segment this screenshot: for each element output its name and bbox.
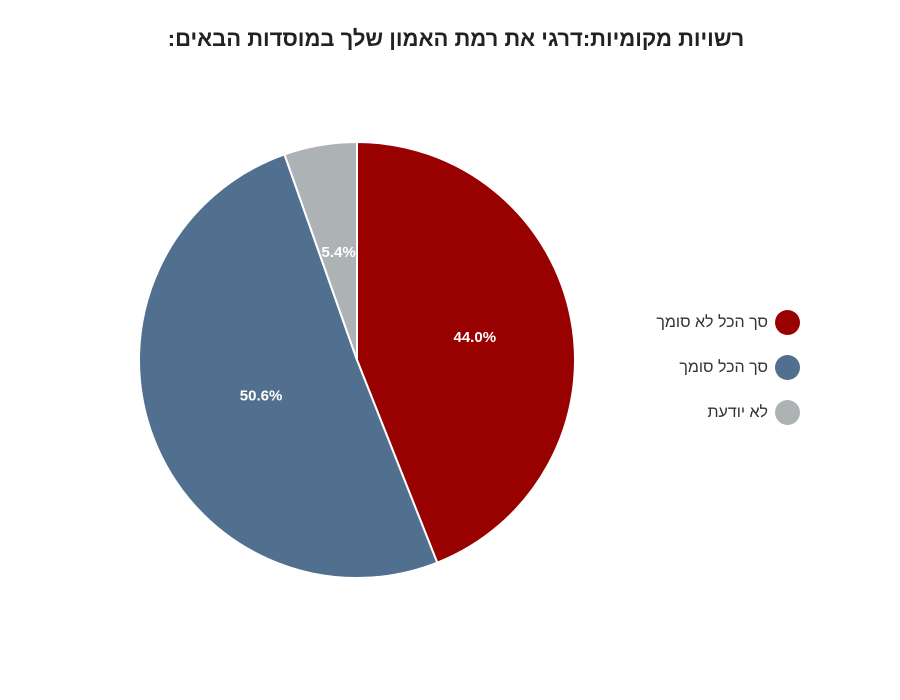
data-label-not-trusting: 44.0% — [454, 329, 497, 346]
legend-item-not-trusting[interactable]: סך הכל לא סומך — [600, 300, 800, 345]
legend-label-not-trusting: סך הכל לא סומך — [656, 313, 768, 331]
pie-slices — [137, 141, 576, 579]
legend-label-dont-know: לא יודעת — [707, 403, 768, 421]
legend: סך הכל לא סומך סך הכל סומך לא יודעת — [600, 300, 800, 435]
chart-title: רשויות מקומיות:דרגי את רמת האמון שלך במו… — [167, 26, 745, 51]
pie-slice-dont-know[interactable] — [283, 141, 358, 361]
legend-swatch-dont-know — [775, 400, 800, 425]
pie-slice-trusting[interactable] — [137, 153, 439, 579]
legend-item-dont-know[interactable]: לא יודעת — [600, 390, 800, 435]
pie-slice-not-trusting[interactable] — [356, 141, 576, 564]
legend-label-trusting: סך הכל סומך — [679, 358, 768, 376]
legend-swatch-not-trusting — [775, 310, 800, 335]
data-label-dont-know: 5.4% — [321, 244, 355, 261]
legend-item-trusting[interactable]: סך הכל סומך — [600, 345, 800, 390]
pie-data-labels: 44.0% 50.6% 5.4% — [240, 244, 496, 404]
legend-swatch-trusting — [775, 355, 800, 380]
data-label-trusting: 50.6% — [240, 387, 283, 404]
